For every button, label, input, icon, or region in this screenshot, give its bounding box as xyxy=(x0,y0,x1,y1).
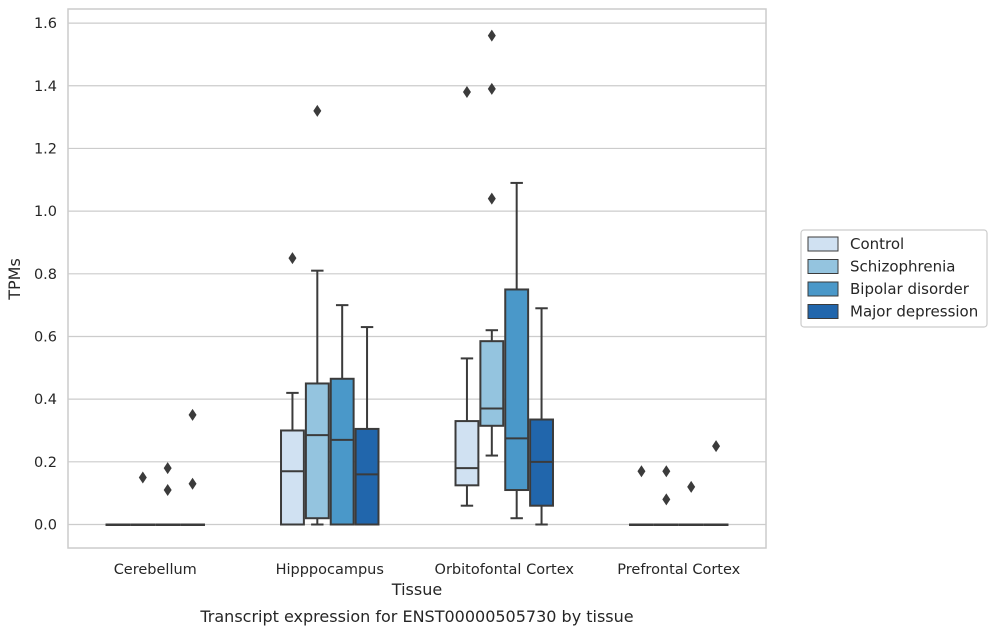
legend: Control Schizophrenia Bipolar disorder Majo… xyxy=(800,229,988,328)
box-control xyxy=(105,523,131,526)
legend-label: Schizophrenia xyxy=(850,258,955,276)
y-tick-label: 0.4 xyxy=(34,392,57,408)
box-bipolar-disorder xyxy=(504,181,530,520)
y-tick-label: 0.6 xyxy=(34,329,57,345)
outlier-point xyxy=(637,465,646,478)
legend-swatch xyxy=(807,259,839,274)
outlier-point xyxy=(487,82,496,95)
outlier-point xyxy=(462,86,471,99)
grid xyxy=(68,22,766,526)
y-tick-label: 0.8 xyxy=(34,267,57,283)
boxes xyxy=(105,29,729,526)
outlier-point xyxy=(662,493,671,506)
legend-label: Bipolar disorder xyxy=(850,280,970,298)
box-control xyxy=(454,86,480,507)
box-schizophrenia xyxy=(304,104,330,526)
box xyxy=(479,340,505,427)
y-ticks: 0.0 0.2 0.4 0.6 0.8 1.0 1.2 1.4 1.6 xyxy=(34,16,57,533)
box-bipolar-disorder xyxy=(329,304,355,526)
box xyxy=(329,377,355,526)
outlier-point xyxy=(687,480,696,493)
chart-caption: Transcript expression for ENST0000050573… xyxy=(199,607,633,626)
x-ticks: Cerebellum Hipppocampus Orbitofontal Corte… xyxy=(114,562,741,578)
legend-label: Major depression xyxy=(850,303,978,321)
box xyxy=(504,288,530,492)
plot-frame xyxy=(67,8,767,549)
outlier-point xyxy=(163,484,172,497)
legend-swatch xyxy=(807,304,839,319)
outlier-point xyxy=(662,465,671,478)
outlier-point xyxy=(487,192,496,205)
box-major-depression xyxy=(703,440,729,526)
y-tick-label: 1.2 xyxy=(34,141,57,157)
box-major-depression xyxy=(529,307,554,526)
x-tick-label: Prefrontal Cortex xyxy=(617,562,740,578)
box-control xyxy=(280,252,305,526)
outlier-point xyxy=(712,440,721,453)
y-axis-label: TPMs xyxy=(5,258,24,301)
box-control xyxy=(629,465,654,526)
x-tick-label: Orbitofontal Cortex xyxy=(435,562,575,578)
outlier-point xyxy=(288,252,297,265)
plot-area xyxy=(68,9,766,548)
y-tick-label: 1.6 xyxy=(34,16,57,32)
box-schizophrenia xyxy=(479,29,505,457)
box xyxy=(304,382,330,520)
outlier-point xyxy=(188,477,197,490)
box-schizophrenia xyxy=(130,471,156,526)
box-schizophrenia xyxy=(653,465,679,526)
outlier-point xyxy=(487,29,496,42)
box-major-depression xyxy=(354,326,380,526)
y-tick-label: 1.0 xyxy=(34,204,57,220)
box-bipolar-disorder xyxy=(155,462,181,526)
box-bipolar-disorder xyxy=(678,480,704,526)
y-tick-label: 1.4 xyxy=(34,79,57,95)
legend-label: Control xyxy=(850,235,904,253)
legend-frame xyxy=(800,229,988,328)
outlier-point xyxy=(313,104,322,117)
y-tick-label: 0.2 xyxy=(34,455,57,471)
y-tick-label: 0.0 xyxy=(34,517,57,533)
outlier-point xyxy=(138,471,147,484)
legend-swatch xyxy=(807,281,839,297)
x-tick-label: Hipppocampus xyxy=(276,562,384,578)
x-axis-label: Tissue xyxy=(391,580,442,599)
box xyxy=(280,429,305,526)
legend-swatch xyxy=(807,236,839,252)
x-tick-label: Cerebellum xyxy=(114,562,197,578)
box xyxy=(354,427,380,526)
box xyxy=(454,420,480,487)
outlier-point xyxy=(188,408,197,421)
box-major-depression xyxy=(180,408,205,526)
outlier-point xyxy=(163,462,172,475)
